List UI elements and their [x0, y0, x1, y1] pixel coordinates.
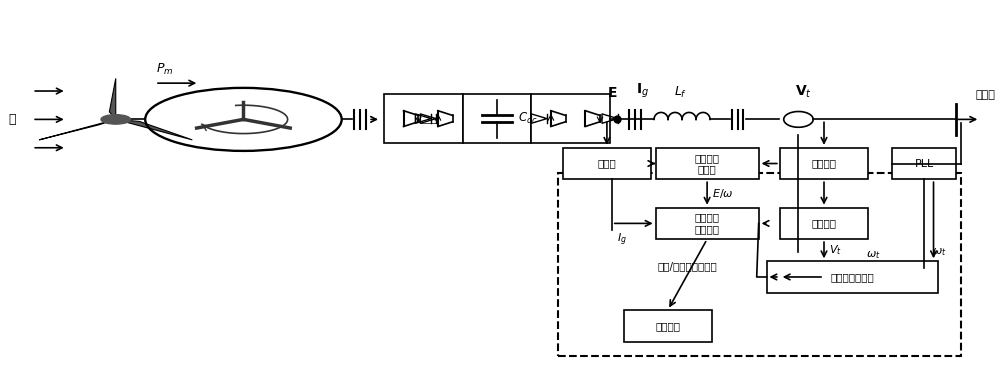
Text: 并网点: 并网点 [975, 91, 995, 100]
Bar [558, 173, 961, 356]
Text: $\omega_t$: $\omega_t$ [932, 246, 947, 258]
Bar [767, 261, 938, 293]
Text: 总电流: 总电流 [598, 159, 616, 169]
Text: PLL: PLL [915, 159, 934, 169]
Polygon shape [109, 78, 116, 119]
Text: 电流控制: 电流控制 [655, 321, 680, 331]
Text: $\mathbf{E}$: $\mathbf{E}$ [607, 86, 617, 100]
Text: 有功无功
电流算法: 有功无功 电流算法 [695, 213, 720, 234]
Bar [892, 148, 956, 179]
Bar [780, 148, 868, 179]
Bar [463, 94, 531, 143]
Bar [563, 148, 651, 179]
Text: 电压测量: 电压测量 [811, 159, 836, 169]
Text: 端电压虚拟磁通: 端电压虚拟磁通 [831, 272, 874, 282]
Polygon shape [39, 119, 116, 140]
Text: $I_g$: $I_g$ [617, 231, 627, 248]
Text: $L_f$: $L_f$ [674, 85, 687, 100]
Bar [624, 310, 712, 342]
Text: $\mathbf{V}_t$: $\mathbf{V}_t$ [795, 84, 812, 100]
Text: $C_{dc}$: $C_{dc}$ [518, 111, 538, 126]
Text: $E/\omega$: $E/\omega$ [712, 187, 734, 200]
Text: 内电势虚
拟磁通: 内电势虚 拟磁通 [695, 153, 720, 174]
Text: 合成矢量: 合成矢量 [811, 218, 836, 229]
Circle shape [101, 115, 130, 124]
Polygon shape [116, 119, 192, 140]
Text: $P_m$: $P_m$ [156, 61, 174, 77]
Text: $\omega_t$: $\omega_t$ [866, 250, 880, 261]
Text: $\mathbf{I}_g$: $\mathbf{I}_g$ [636, 82, 649, 100]
Bar [656, 148, 759, 179]
Text: $V_t$: $V_t$ [829, 243, 842, 257]
Bar [384, 94, 463, 143]
Bar [531, 94, 610, 143]
Bar [656, 208, 759, 239]
Bar [780, 208, 868, 239]
Text: 风: 风 [9, 113, 16, 126]
Text: 有功/无功电流指令値: 有功/无功电流指令値 [658, 261, 717, 272]
